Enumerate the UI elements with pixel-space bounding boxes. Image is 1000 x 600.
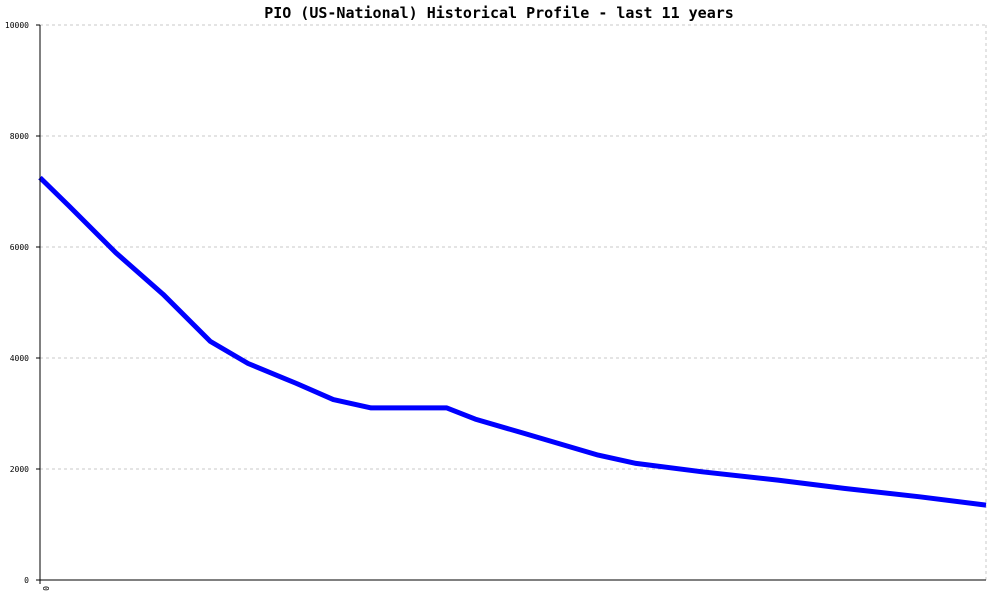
y-tick-label: 4000 [10, 354, 29, 363]
y-tick-label: 6000 [10, 243, 29, 252]
y-tick-label: 0 [24, 576, 29, 585]
y-tick-label: 10000 [5, 21, 29, 30]
tick-labels: 0 2000 4000 6000 8000 10000 0 [5, 21, 50, 591]
series-layer [38, 175, 987, 508]
series-line [38, 175, 987, 508]
y-tick-label: 8000 [10, 132, 29, 141]
axes [36, 24, 986, 584]
grid [40, 24, 987, 580]
y-tick-label: 2000 [10, 465, 29, 474]
x-tick-label: 0 [41, 586, 50, 591]
chart-title: PIO (US-National) Historical Profile - l… [264, 4, 734, 22]
